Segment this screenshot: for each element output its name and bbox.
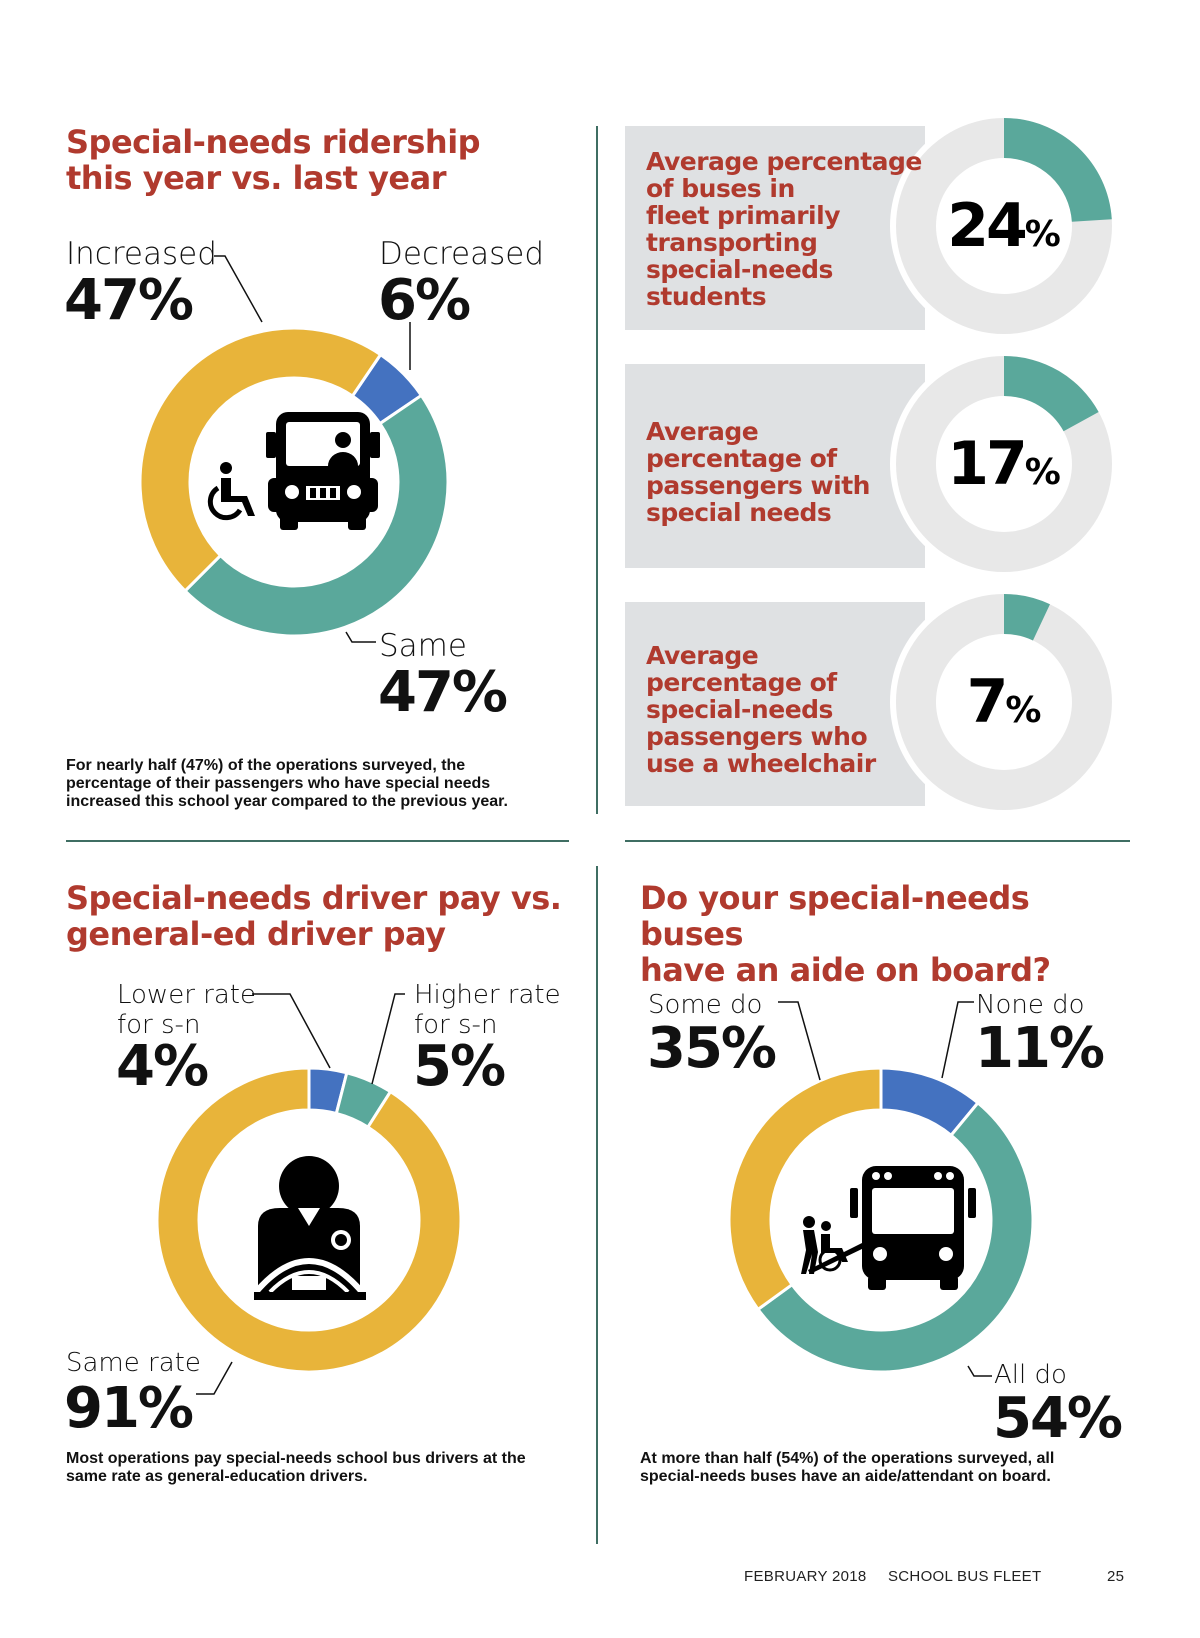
label-lower-rate: Lower rate for s-n bbox=[117, 980, 256, 1040]
ring-label-1: 24% bbox=[947, 191, 1061, 261]
leader-higher-rate bbox=[371, 993, 405, 1085]
leader-lower-rate bbox=[252, 993, 331, 1069]
leader-same bbox=[345, 631, 376, 643]
footer-page-number: 25 bbox=[1107, 1568, 1125, 1585]
label-all-do: All do bbox=[994, 1360, 1067, 1390]
leader-some-do bbox=[778, 1001, 821, 1081]
label-same-rate: Same rate bbox=[66, 1348, 201, 1378]
panel-text-1: Average percentage of buses in fleet pri… bbox=[646, 147, 922, 311]
value-higher-rate: 5% bbox=[413, 1034, 506, 1099]
ring-label-3: 7% bbox=[967, 667, 1042, 737]
ring-track-3 bbox=[895, 594, 1112, 810]
value-same: 47% bbox=[378, 660, 508, 725]
leader-all-do bbox=[967, 1365, 992, 1377]
slice-all-do bbox=[755, 1100, 1035, 1374]
aide-caption: At more than half (54%) of the operation… bbox=[640, 1450, 1055, 1485]
panel-wheelchair-users bbox=[625, 602, 925, 806]
label-same: Same bbox=[379, 628, 467, 664]
leader-same-rate bbox=[196, 1361, 233, 1395]
value-decreased: 6% bbox=[378, 268, 471, 333]
value-none-do: 11% bbox=[975, 1016, 1105, 1081]
footer-date: FEBRUARY 2018 bbox=[744, 1568, 867, 1585]
label-increased: Increased bbox=[66, 236, 217, 272]
vertical-divider-bottom bbox=[596, 866, 598, 1544]
ring-value-1 bbox=[1004, 118, 1112, 222]
panel-text-2: Average percentage of passengers with sp… bbox=[646, 417, 870, 527]
bus-aide-wheelchair-icon bbox=[801, 1166, 976, 1290]
ridership-title: Special-needs ridership this year vs. la… bbox=[66, 123, 481, 197]
leader-increased bbox=[214, 255, 263, 323]
school-bus-wheelchair-icon bbox=[207, 412, 380, 530]
label-higher-rate: Higher rate for s-n bbox=[414, 980, 561, 1040]
panel-buses-in-fleet bbox=[625, 126, 925, 330]
panel-passengers-special-needs bbox=[625, 364, 925, 568]
bus-driver-icon bbox=[253, 1156, 366, 1300]
pay-caption: Most operations pay special-needs school… bbox=[66, 1450, 526, 1485]
leader-none-do bbox=[941, 1001, 974, 1079]
ring-value-2 bbox=[1004, 355, 1099, 432]
aide-title: Do your special-needs buses have an aide… bbox=[640, 879, 1051, 989]
ridership-caption: For nearly half (47%) of the operations … bbox=[66, 757, 508, 810]
label-decreased: Decreased bbox=[379, 236, 545, 272]
slice-same bbox=[182, 393, 450, 638]
label-some-do: Some do bbox=[648, 990, 763, 1020]
value-some-do: 35% bbox=[647, 1016, 777, 1081]
horizontal-divider-left bbox=[66, 840, 569, 842]
slice-same-rate bbox=[155, 1066, 463, 1374]
label-none-do: None do bbox=[976, 990, 1085, 1020]
value-increased: 47% bbox=[64, 268, 194, 333]
vertical-divider-top bbox=[596, 126, 598, 814]
horizontal-divider-right bbox=[625, 840, 1130, 842]
footer-publication: SCHOOL BUS FLEET bbox=[888, 1568, 1042, 1585]
value-same-rate: 91% bbox=[64, 1376, 194, 1441]
value-lower-rate: 4% bbox=[116, 1034, 209, 1099]
pay-title: Special-needs driver pay vs. general-ed … bbox=[66, 879, 562, 953]
panel-text-3: Average percentage of special-needs pass… bbox=[646, 641, 876, 778]
slice-some-do bbox=[727, 1066, 883, 1312]
slice-increased bbox=[138, 326, 383, 594]
ring-value-3 bbox=[1004, 594, 1050, 641]
ring-label-2: 17% bbox=[947, 429, 1061, 499]
value-all-do: 54% bbox=[993, 1386, 1123, 1451]
